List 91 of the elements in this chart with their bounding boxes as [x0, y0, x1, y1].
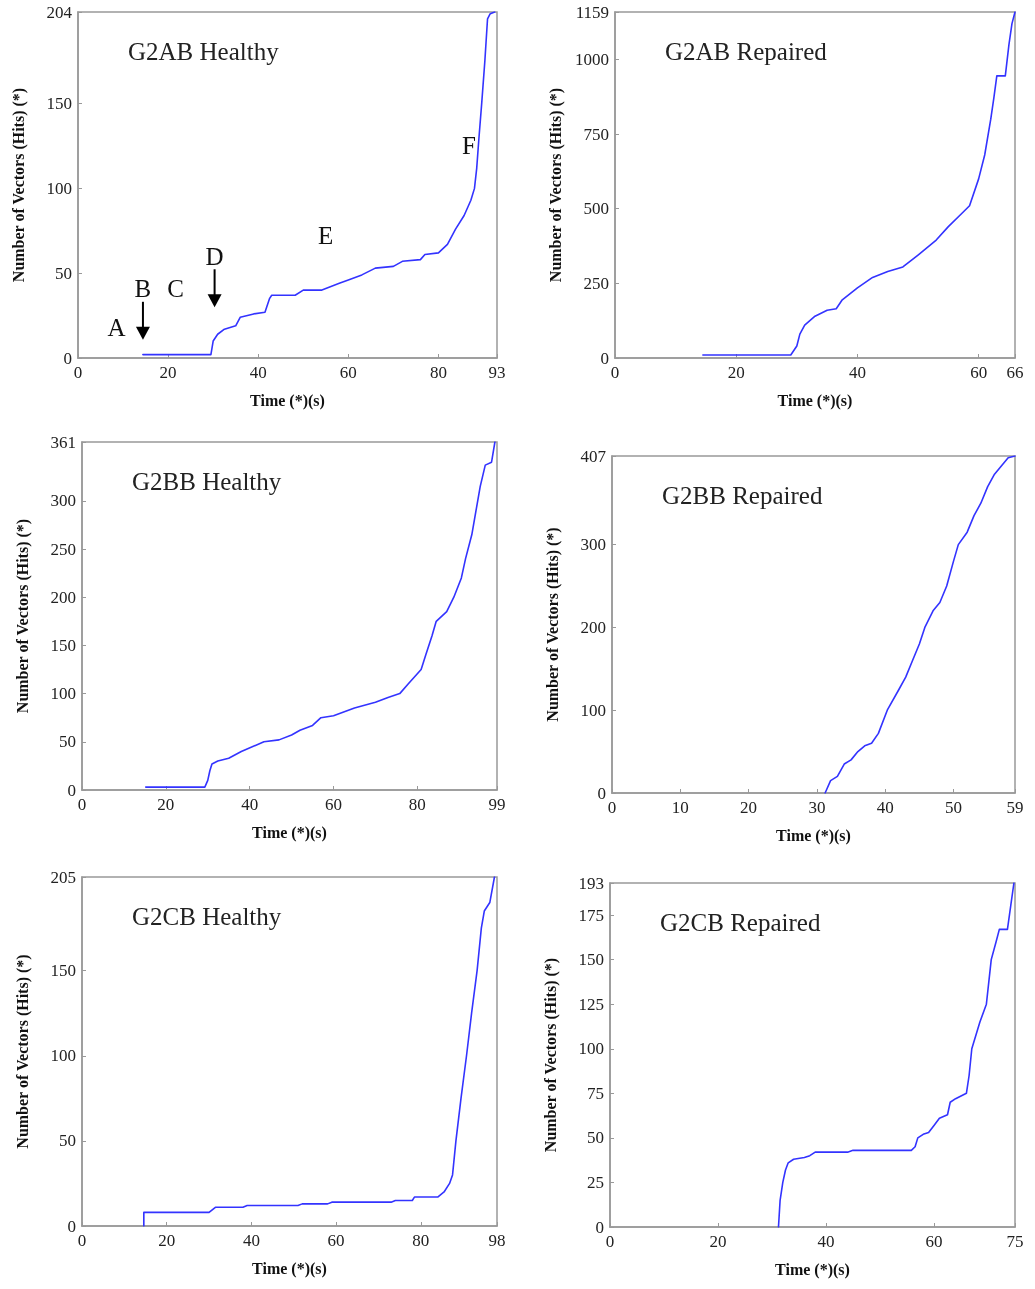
y-tick-label: 750 [583, 124, 609, 144]
y-tick-label: 50 [59, 1131, 76, 1151]
y-tick-label: 125 [578, 994, 604, 1014]
y-axis-title: Number of Vectors (Hits) (*) [543, 527, 562, 722]
y-axis-title: Number of Vectors (Hits) (*) [9, 87, 28, 283]
y-axis-title: Number of Vectors (Hits) (*) [541, 957, 560, 1153]
y-tick-label: 100 [50, 1046, 76, 1066]
y-tick-label: 150 [578, 950, 604, 970]
y-tick-label: 361 [50, 432, 76, 452]
x-tick-label: 40 [876, 798, 894, 817]
y-tick-label: 100 [50, 684, 76, 704]
x-tick-label: 20 [709, 1232, 727, 1251]
y-tick-label: 200 [50, 587, 76, 607]
y-axis-title: Number of Vectors (Hits) (*) [546, 87, 565, 283]
y-tick-label: 1159 [575, 2, 609, 22]
x-axis-title: Time (*)(s) [775, 1260, 850, 1279]
x-tick-label: 80 [412, 1231, 430, 1250]
x-tick-label: 20 [157, 795, 175, 814]
y-tick-label: 205 [50, 867, 76, 887]
x-tick-label: 20 [159, 363, 177, 382]
y-tick-label: 150 [46, 94, 72, 114]
y-tick-label: 0 [63, 348, 72, 368]
x-tick-label: 60 [327, 1231, 345, 1250]
x-tick-label: 93 [488, 363, 506, 382]
x-tick-label: 59 [1006, 798, 1024, 817]
x-tick-label: 40 [848, 363, 866, 382]
x-tick-label: 99 [488, 795, 506, 814]
x-tick-label: 98 [488, 1231, 506, 1250]
y-tick-label: 300 [50, 491, 76, 511]
y-tick-label: 250 [50, 539, 76, 559]
x-axis-title: Time (*)(s) [776, 826, 851, 845]
y-tick-label: 75 [587, 1083, 604, 1103]
x-tick-label: 60 [339, 363, 357, 382]
x-tick-label: 75 [1006, 1232, 1024, 1251]
y-tick-label: 1000 [575, 49, 609, 69]
y-tick-label: 0 [67, 1216, 76, 1236]
x-axis-title: Time (*)(s) [777, 391, 853, 410]
x-tick-label: 60 [925, 1232, 943, 1251]
text: G2CB Repaired [660, 909, 821, 936]
x-tick-label: 30 [808, 798, 826, 817]
x-tick-label: 66 [1006, 363, 1024, 382]
y-tick-label: 204 [46, 2, 73, 22]
y-tick-label: 300 [580, 535, 606, 555]
annotation: D [205, 242, 224, 270]
x-tick-label: 80 [429, 363, 447, 382]
y-tick-label: 0 [595, 1217, 604, 1237]
x-tick-label: 20 [727, 363, 745, 382]
y-tick-label: 0 [600, 348, 609, 368]
y-tick-label: 150 [50, 635, 76, 655]
x-tick-label: 50 [945, 798, 963, 817]
y-tick-label: 500 [583, 199, 609, 219]
x-tick-label: 60 [970, 363, 988, 382]
text: G2AB Repaired [665, 38, 828, 65]
y-tick-label: 250 [583, 273, 609, 293]
x-tick-label: 80 [408, 795, 426, 814]
y-tick-label: 50 [59, 732, 76, 752]
x-tick-label: 40 [817, 1232, 835, 1251]
y-tick-label: 0 [67, 780, 76, 800]
y-axis-title: Number of Vectors (Hits) (*) [13, 518, 32, 714]
x-tick-label: 20 [740, 798, 758, 817]
annotation: A [107, 314, 126, 342]
y-tick-label: 200 [580, 617, 606, 637]
x-axis-title: Time (*)(s) [250, 391, 325, 410]
x-tick-label: 40 [242, 1231, 260, 1250]
y-tick-label: 50 [587, 1128, 604, 1148]
line-series [824, 455, 1016, 794]
y-tick-label: 100 [578, 1039, 604, 1059]
annotation: F [461, 132, 476, 160]
y-tick-label: 25 [587, 1172, 604, 1192]
annotation: E [317, 222, 334, 250]
y-tick-label: 150 [50, 961, 76, 981]
text: G2AB Healthy [128, 38, 280, 65]
text: G2CB Healthy [132, 903, 282, 930]
y-tick-label: 407 [580, 446, 607, 466]
y-tick-label: 175 [578, 905, 604, 925]
x-axis-title: Time (*)(s) [252, 1259, 327, 1278]
x-tick-label: 10 [671, 798, 689, 817]
y-tick-label: 100 [46, 178, 72, 198]
text: G2BB Healthy [132, 468, 282, 495]
text: G2BB Repaired [662, 482, 823, 509]
x-axis-title: Time (*)(s) [252, 823, 327, 842]
y-tick-label: 100 [580, 700, 606, 720]
y-axis-title: Number of Vectors (Hits) (*) [13, 954, 32, 1149]
y-tick-label: 193 [578, 873, 604, 893]
annotation: C [167, 275, 184, 303]
x-tick-label: 40 [241, 795, 259, 814]
x-tick-label: 40 [249, 363, 267, 382]
x-tick-label: 60 [325, 795, 343, 814]
y-tick-label: 50 [55, 263, 72, 283]
annotation: B [134, 275, 152, 303]
x-tick-label: 20 [158, 1231, 176, 1250]
